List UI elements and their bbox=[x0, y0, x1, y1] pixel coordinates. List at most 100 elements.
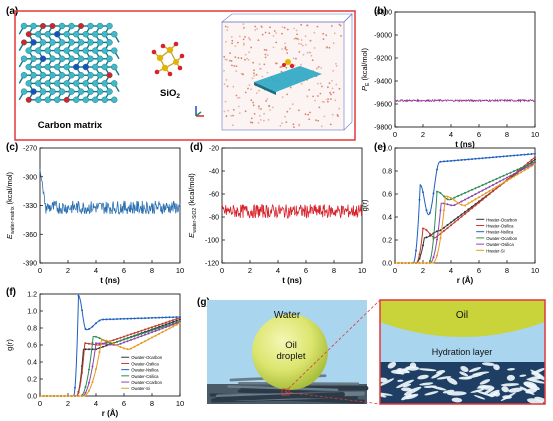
series-marker bbox=[133, 317, 136, 320]
y-tick-label: 0.4 bbox=[382, 215, 392, 222]
series-marker bbox=[151, 331, 153, 334]
series-marker bbox=[422, 227, 424, 230]
series-marker bbox=[147, 338, 150, 341]
series-marker bbox=[471, 200, 473, 203]
series-marker bbox=[168, 316, 171, 319]
series-marker bbox=[509, 174, 512, 177]
series-marker bbox=[509, 154, 512, 157]
y-tick-label: -9600 bbox=[374, 102, 392, 109]
series-marker bbox=[432, 256, 435, 259]
series-marker bbox=[471, 205, 473, 208]
x-tick-label: 6 bbox=[122, 266, 126, 275]
series-marker bbox=[457, 201, 459, 204]
series-marker bbox=[464, 204, 466, 207]
series-marker bbox=[165, 329, 167, 332]
series-marker bbox=[84, 394, 87, 397]
series-marker bbox=[457, 195, 459, 197]
series-marker bbox=[464, 198, 466, 201]
series-marker bbox=[499, 180, 501, 183]
series-marker bbox=[516, 168, 519, 171]
series-marker bbox=[158, 327, 160, 330]
series-marker bbox=[460, 200, 463, 203]
series-marker bbox=[523, 169, 526, 172]
y-tick-label: -60 bbox=[209, 192, 219, 199]
series-marker bbox=[112, 343, 115, 346]
series-marker bbox=[495, 156, 498, 158]
series-marker bbox=[478, 196, 480, 199]
series-marker bbox=[534, 163, 536, 166]
y-tick-label: 1.2 bbox=[27, 292, 37, 299]
x-tick-label: 2 bbox=[66, 266, 70, 275]
series-marker bbox=[84, 386, 87, 388]
series-marker bbox=[471, 207, 473, 210]
series-marker bbox=[88, 368, 90, 371]
series-marker bbox=[154, 328, 157, 331]
series-marker bbox=[112, 339, 115, 342]
series-marker bbox=[467, 210, 470, 213]
legend-entry: Owater-Osilica bbox=[486, 242, 514, 247]
series-line bbox=[221, 203, 363, 219]
series-marker bbox=[95, 342, 97, 345]
series-marker bbox=[109, 318, 111, 321]
series-marker bbox=[429, 262, 431, 264]
series-marker bbox=[471, 188, 473, 191]
series-marker bbox=[513, 173, 515, 175]
series-marker bbox=[506, 179, 508, 182]
series-marker bbox=[130, 338, 132, 341]
series-marker bbox=[481, 189, 484, 192]
series-marker bbox=[95, 335, 97, 338]
series-marker bbox=[443, 160, 445, 163]
series-marker bbox=[88, 381, 90, 384]
series-marker bbox=[161, 322, 164, 325]
legend-entry: Hwater-Ocarbon bbox=[486, 217, 517, 222]
series-marker bbox=[464, 191, 466, 194]
x-axis-label: t (ns) bbox=[455, 140, 475, 149]
series-marker bbox=[467, 208, 470, 211]
legend-entry: Owater-Ccarbon bbox=[131, 380, 162, 385]
series-marker bbox=[168, 324, 171, 327]
series-marker bbox=[88, 328, 90, 330]
series-marker bbox=[415, 249, 417, 252]
panel-g-label: (g) bbox=[197, 297, 210, 308]
series-marker bbox=[137, 343, 139, 346]
chart-f: (f) 0 2 4 6 8 10 0.0 0.2 0.4 0.6 0.8 1.0 1.2 r (Å) g(r)… bbox=[5, 287, 184, 418]
series-marker bbox=[495, 187, 498, 190]
chart-c: (c) 0 2 4 6 8 10 -270 -300 -330 -360 -390 t (ns) Ewat… bbox=[5, 142, 184, 285]
series-marker bbox=[425, 229, 428, 232]
series-marker bbox=[513, 154, 515, 157]
series-marker bbox=[179, 318, 181, 321]
series-marker bbox=[144, 331, 146, 334]
panel-f-label: (f) bbox=[6, 287, 16, 298]
series-marker bbox=[516, 154, 519, 157]
series-marker bbox=[488, 181, 491, 183]
series-marker bbox=[161, 331, 164, 333]
series-line bbox=[39, 168, 181, 215]
panel-c-label: (c) bbox=[6, 142, 18, 153]
series-marker bbox=[436, 230, 438, 233]
x-tick-label: 4 bbox=[449, 266, 453, 275]
series-marker bbox=[102, 318, 104, 321]
series-line bbox=[394, 98, 536, 103]
series-marker bbox=[467, 190, 470, 193]
series-marker bbox=[168, 320, 171, 323]
series-marker bbox=[485, 156, 487, 159]
series-marker bbox=[154, 330, 157, 332]
series-marker bbox=[74, 386, 76, 389]
y-axis-label: g(r) bbox=[5, 339, 14, 351]
series-marker bbox=[453, 159, 456, 162]
series-marker bbox=[84, 328, 87, 330]
x-tick-label: 2 bbox=[421, 266, 425, 275]
series-marker bbox=[140, 335, 143, 338]
series-marker bbox=[401, 262, 403, 264]
series-marker bbox=[495, 177, 498, 180]
series-marker bbox=[418, 198, 421, 201]
series-marker bbox=[91, 341, 94, 344]
series-marker bbox=[485, 187, 487, 190]
series-marker bbox=[495, 185, 498, 188]
series-marker bbox=[84, 391, 87, 394]
y-tick-label: -120 bbox=[205, 261, 219, 268]
series-marker bbox=[161, 326, 164, 328]
series-marker bbox=[453, 199, 456, 202]
series-marker bbox=[443, 229, 445, 232]
